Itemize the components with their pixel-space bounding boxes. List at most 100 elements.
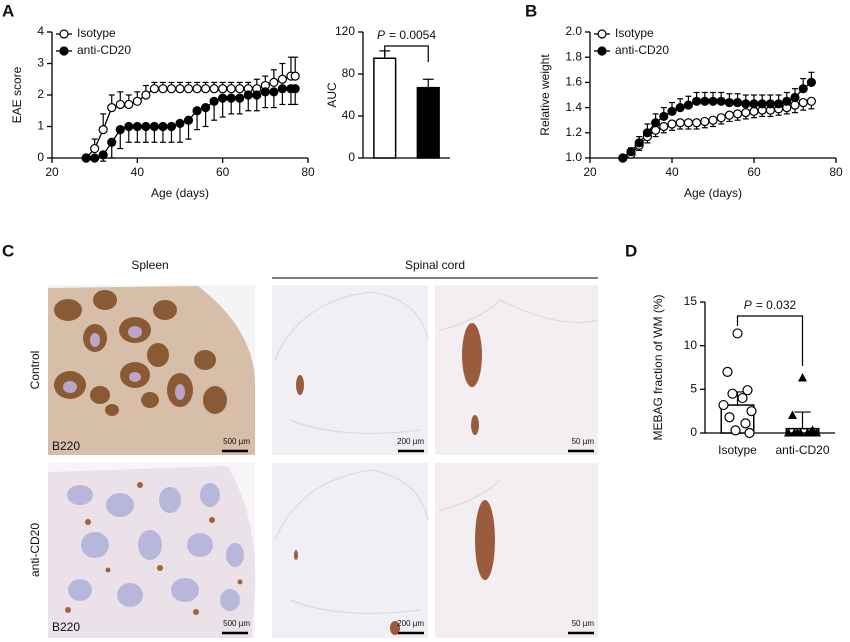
legend-label: Isotype [77, 26, 116, 40]
bar [373, 57, 397, 159]
row-title: Control [28, 351, 42, 390]
data-point [708, 96, 718, 106]
data-point [691, 118, 702, 128]
data-point [277, 74, 287, 84]
data-point [744, 427, 755, 439]
data-point [277, 84, 287, 94]
legend-label: Isotype [615, 26, 654, 40]
data-point [260, 87, 270, 97]
data-point [650, 125, 661, 135]
data-point [675, 118, 685, 128]
data-point [98, 125, 108, 135]
scale-bar-label: 200 µm [397, 619, 424, 628]
data-point [724, 97, 735, 108]
data-point [175, 118, 185, 128]
data-point [700, 96, 710, 106]
data-point [90, 153, 100, 163]
data-point [141, 90, 151, 100]
error-bar [794, 411, 811, 429]
data-point [183, 115, 194, 125]
data-point [642, 128, 653, 138]
data-point [226, 84, 236, 94]
data-point [235, 84, 245, 94]
data-point [659, 121, 669, 132]
data-point [742, 385, 753, 396]
data-point [115, 99, 125, 110]
y-tick-label: 10 [684, 338, 698, 352]
data-point [790, 92, 800, 103]
data-point [269, 77, 279, 88]
y-tick-label: 40 [342, 108, 356, 122]
legend-label: anti-CD20 [77, 43, 131, 57]
data-point [667, 106, 677, 116]
data-point [724, 412, 735, 423]
data-point [201, 102, 211, 113]
y-tick-label: 3 [37, 56, 44, 70]
y-tick-label: 0 [348, 150, 355, 164]
data-point [788, 410, 797, 420]
scale-bar-label: 200 µm [397, 437, 424, 446]
image [272, 463, 428, 638]
data-point [675, 102, 685, 113]
data-point [700, 116, 710, 127]
bar [416, 86, 440, 159]
data-point [158, 84, 168, 94]
data-point [235, 93, 245, 103]
y-tick-label: 120 [335, 24, 355, 38]
data-point [732, 97, 743, 108]
data-point [790, 428, 799, 437]
y-tick-label: 4 [37, 24, 44, 38]
data-point [166, 84, 177, 94]
scale-bars: 500 µm 200 µm 50 µm 500 µm 200 µm 50 µm [222, 437, 595, 635]
data-point [806, 96, 817, 106]
infiltrates [294, 323, 495, 635]
data-point [740, 418, 751, 429]
data-point [107, 102, 117, 113]
data-point [290, 71, 300, 81]
y-tick-label: 0 [37, 150, 44, 164]
data-point [192, 106, 202, 116]
y-tick-label: 2 [37, 87, 44, 101]
data-point [659, 111, 669, 122]
x-tick-label: 60 [747, 165, 761, 179]
data-point [218, 84, 228, 94]
annotation-symbol: P [744, 298, 752, 312]
data-point [737, 392, 748, 404]
data-point [784, 428, 793, 437]
y-tick-label: 1.8 [565, 49, 582, 63]
x-tick-label: 80 [829, 165, 843, 179]
scale-bar-label: 500 µm [223, 619, 250, 628]
data-point [798, 84, 808, 94]
column-title: Spinal cord [405, 258, 465, 272]
legend-label: anti-CD20 [615, 43, 669, 57]
stain-label: B220 [52, 620, 80, 634]
data-point [192, 84, 202, 94]
y-tick-label: 1.4 [565, 100, 582, 114]
data-point [749, 99, 759, 109]
legend-marker [597, 29, 607, 39]
b-cell-patches [65, 482, 243, 615]
data-point [746, 406, 757, 417]
data-point [90, 143, 100, 154]
data-point [806, 77, 817, 88]
data-point [683, 118, 694, 128]
data-point [209, 84, 219, 94]
panel-letter: B [525, 1, 537, 20]
image [272, 285, 428, 455]
data-point [650, 118, 661, 128]
data-point [124, 99, 134, 110]
annotation-symbol: P [377, 28, 385, 42]
scale-bar-label: 50 µm [572, 619, 595, 628]
data-point [757, 99, 767, 109]
data-point [716, 96, 726, 106]
y-tick-label: 1 [37, 119, 44, 133]
data-point [209, 96, 219, 106]
data-point [183, 84, 194, 94]
data-point [796, 428, 805, 437]
x-tick-label: anti-CD20 [775, 443, 829, 457]
annotation-text: = 0.032 [756, 298, 797, 312]
follicles [67, 483, 244, 611]
y-tick-label: 5 [690, 382, 697, 396]
panel-letter: D [625, 241, 637, 260]
data-point [141, 121, 151, 132]
